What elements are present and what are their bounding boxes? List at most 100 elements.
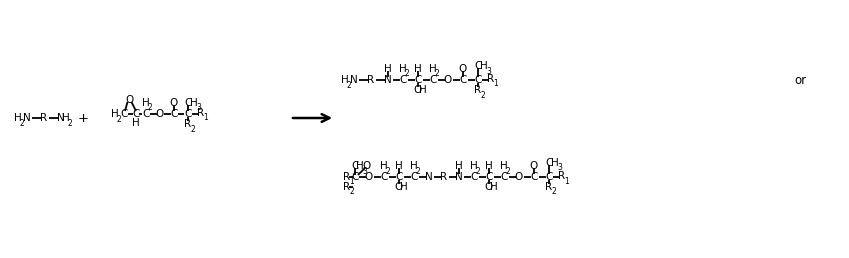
Text: C: C xyxy=(184,109,192,119)
Text: R: R xyxy=(41,113,48,123)
Text: O: O xyxy=(365,172,373,182)
Text: H: H xyxy=(455,161,463,171)
Text: C: C xyxy=(143,109,149,119)
Text: O: O xyxy=(126,95,133,105)
Text: O: O xyxy=(530,161,538,171)
Text: H: H xyxy=(132,118,140,128)
Text: 1: 1 xyxy=(350,178,354,187)
Text: 1: 1 xyxy=(493,79,498,88)
Text: C: C xyxy=(430,75,436,85)
Text: C: C xyxy=(470,172,478,182)
Text: O: O xyxy=(413,85,422,95)
Text: C: C xyxy=(132,109,140,119)
Text: 2: 2 xyxy=(68,118,72,127)
Text: 1: 1 xyxy=(565,176,570,186)
Text: 2: 2 xyxy=(405,69,409,78)
Text: O: O xyxy=(156,109,164,119)
Text: H: H xyxy=(470,161,478,171)
Text: 2: 2 xyxy=(481,91,486,100)
Text: C: C xyxy=(414,75,422,85)
Text: H: H xyxy=(490,182,498,192)
Text: H: H xyxy=(410,161,418,171)
Text: 2: 2 xyxy=(435,69,440,78)
Text: O: O xyxy=(444,75,453,85)
Text: C: C xyxy=(545,158,553,168)
Text: H: H xyxy=(62,113,70,123)
Text: N: N xyxy=(455,172,463,182)
Text: 2: 2 xyxy=(475,166,481,175)
Text: H: H xyxy=(380,161,388,171)
Text: O: O xyxy=(514,172,523,182)
Text: H: H xyxy=(341,75,349,85)
Text: C: C xyxy=(399,75,407,85)
Text: C: C xyxy=(486,172,492,182)
Text: R: R xyxy=(198,108,205,118)
Text: C: C xyxy=(351,161,358,171)
Text: 1: 1 xyxy=(204,114,208,123)
Text: R: R xyxy=(368,75,374,85)
Text: H: H xyxy=(142,98,150,108)
Text: O: O xyxy=(170,98,178,108)
Text: 3: 3 xyxy=(486,67,492,76)
Text: +: + xyxy=(77,111,88,125)
Text: C: C xyxy=(351,172,358,182)
Text: 2: 2 xyxy=(385,166,391,175)
Text: C: C xyxy=(184,98,192,108)
Text: 3: 3 xyxy=(197,103,201,112)
Text: C: C xyxy=(475,61,481,71)
Text: H: H xyxy=(395,161,403,171)
Text: H: H xyxy=(111,109,119,119)
Text: 2: 2 xyxy=(116,115,121,124)
Text: H: H xyxy=(400,182,408,192)
Text: 2: 2 xyxy=(148,103,152,112)
Text: C: C xyxy=(459,75,467,85)
Text: N: N xyxy=(57,113,65,123)
Text: O: O xyxy=(395,182,403,192)
Text: 2: 2 xyxy=(191,125,195,133)
Text: H: H xyxy=(551,158,559,168)
Text: C: C xyxy=(380,172,388,182)
Text: H: H xyxy=(384,64,392,74)
Text: H: H xyxy=(429,64,437,74)
Text: H: H xyxy=(356,161,364,171)
Text: 3: 3 xyxy=(363,166,368,175)
Text: 3: 3 xyxy=(558,164,562,173)
Text: H: H xyxy=(414,64,422,74)
Text: R: R xyxy=(475,85,481,95)
Text: O: O xyxy=(485,182,493,192)
Text: R: R xyxy=(184,119,192,129)
Text: 2: 2 xyxy=(416,166,420,175)
Text: N: N xyxy=(350,75,358,85)
Text: R: R xyxy=(487,74,495,84)
Text: C: C xyxy=(171,109,177,119)
Text: H: H xyxy=(485,161,493,171)
Text: C: C xyxy=(410,172,418,182)
Text: or: or xyxy=(794,74,806,86)
Text: R: R xyxy=(344,182,351,192)
Text: H: H xyxy=(481,61,488,71)
Text: C: C xyxy=(475,75,481,85)
Text: H: H xyxy=(419,85,427,95)
Text: N: N xyxy=(425,172,433,182)
Text: 2: 2 xyxy=(346,80,351,90)
Text: O: O xyxy=(458,64,467,74)
Text: R: R xyxy=(559,171,565,181)
Text: C: C xyxy=(531,172,537,182)
Text: N: N xyxy=(23,113,31,123)
Text: C: C xyxy=(500,172,508,182)
Text: H: H xyxy=(500,161,508,171)
Text: 2: 2 xyxy=(350,188,354,197)
Text: H: H xyxy=(399,64,407,74)
Text: C: C xyxy=(396,172,402,182)
Text: 2: 2 xyxy=(552,188,556,197)
Text: 2: 2 xyxy=(506,166,510,175)
Text: O: O xyxy=(363,161,371,171)
Text: H: H xyxy=(190,98,198,108)
Text: H: H xyxy=(14,113,22,123)
Text: R: R xyxy=(545,182,553,192)
Text: 2: 2 xyxy=(20,118,25,127)
Text: N: N xyxy=(384,75,392,85)
Text: C: C xyxy=(545,172,553,182)
Text: R: R xyxy=(441,172,447,182)
Text: C: C xyxy=(121,109,127,119)
